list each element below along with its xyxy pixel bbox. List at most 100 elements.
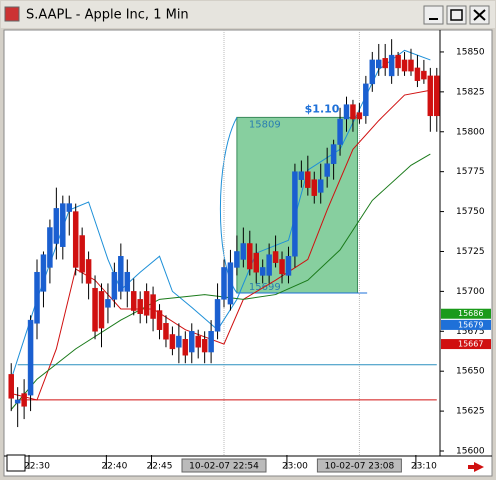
candle-body bbox=[14, 399, 21, 404]
candle-body bbox=[401, 59, 408, 72]
candle-body bbox=[111, 271, 118, 300]
price-badge-label: 15686 bbox=[458, 309, 483, 318]
candle-body bbox=[427, 75, 434, 117]
candle-body bbox=[388, 54, 395, 77]
candle-body bbox=[408, 59, 414, 72]
candle-body bbox=[285, 256, 292, 276]
average-line bbox=[10, 153, 431, 410]
candle-body bbox=[279, 259, 285, 275]
minimize-button[interactable] bbox=[423, 5, 444, 25]
candle-body bbox=[92, 287, 98, 332]
price-badge bbox=[441, 308, 491, 319]
candle-body bbox=[176, 335, 182, 348]
candle-body bbox=[317, 179, 324, 193]
candle-body bbox=[40, 254, 47, 292]
candle-body bbox=[34, 271, 40, 324]
x-tick-label: 10-02-07 22:54 bbox=[189, 462, 259, 472]
candle-body bbox=[105, 299, 111, 308]
candle-body bbox=[130, 291, 137, 311]
candle-body bbox=[240, 243, 247, 260]
price-badge-label: 15679 bbox=[458, 320, 483, 329]
candle-body bbox=[85, 259, 92, 284]
candle-body bbox=[247, 243, 253, 270]
x-tick-label: 23:10 bbox=[411, 462, 437, 472]
measure-label: $1.10 bbox=[305, 102, 340, 115]
candle-body bbox=[137, 299, 143, 314]
candle-body bbox=[189, 331, 195, 353]
candle-body bbox=[150, 294, 156, 319]
candle-body bbox=[298, 171, 305, 180]
candle-body bbox=[143, 291, 150, 316]
candle-body bbox=[330, 144, 337, 164]
window-title: S.AAPL - Apple Inc, 1 Min bbox=[26, 8, 189, 23]
candle-body bbox=[324, 163, 330, 177]
candle-body bbox=[182, 339, 189, 356]
candle-body bbox=[305, 171, 311, 188]
x-tick-label: 10-02-07 23:08 bbox=[325, 462, 395, 472]
y-tick-label: 15775 bbox=[456, 167, 485, 177]
candle-body bbox=[414, 67, 421, 81]
y-tick-label: 15675 bbox=[456, 327, 485, 337]
candle-body bbox=[72, 211, 79, 268]
candle-body bbox=[195, 335, 201, 348]
scroll-arrow[interactable] bbox=[468, 462, 484, 472]
cursor-label-box bbox=[181, 458, 267, 473]
candle-body bbox=[266, 254, 272, 276]
y-tick-label: 15850 bbox=[456, 47, 485, 57]
candle-body bbox=[395, 54, 401, 69]
candle-body bbox=[311, 179, 318, 196]
candle-body bbox=[272, 251, 279, 263]
candle-body bbox=[337, 118, 343, 145]
y-tick-label: 15825 bbox=[456, 87, 485, 97]
measure-bottom-label: 15699 bbox=[249, 282, 281, 293]
y-tick-label: 15625 bbox=[456, 407, 485, 417]
price-badge bbox=[441, 339, 491, 350]
candle-body bbox=[66, 203, 73, 212]
candle-body bbox=[47, 227, 53, 268]
close-icon bbox=[473, 9, 486, 21]
cursor-label-box bbox=[316, 458, 402, 473]
candle-body bbox=[118, 256, 124, 292]
x-tick-label: 22:30 bbox=[24, 462, 50, 472]
window-buttons[interactable] bbox=[423, 5, 490, 25]
candle-body bbox=[214, 299, 221, 332]
candle-body bbox=[421, 70, 427, 80]
candle-body bbox=[169, 334, 176, 350]
average-line bbox=[10, 49, 431, 380]
average-line bbox=[11, 89, 431, 401]
candle-body bbox=[375, 59, 382, 69]
x-tick-label: 22:45 bbox=[147, 462, 173, 472]
window-icon bbox=[4, 6, 20, 22]
measure-top-label: 15809 bbox=[249, 119, 281, 130]
x-tick-label: 23:00 bbox=[282, 462, 308, 472]
y-tick-label: 15725 bbox=[456, 247, 485, 257]
candle-body bbox=[60, 203, 66, 247]
corner-box[interactable] bbox=[6, 454, 26, 472]
candle-body bbox=[343, 104, 350, 120]
x-tick-label: 22:40 bbox=[101, 462, 127, 472]
candle-body bbox=[350, 104, 356, 120]
candle-body bbox=[234, 251, 240, 268]
candle-body bbox=[356, 112, 363, 120]
candle-body bbox=[79, 235, 85, 273]
candle-body bbox=[382, 58, 388, 69]
candle-body bbox=[201, 339, 208, 353]
candle-body bbox=[227, 262, 234, 305]
price-badge-label: 15667 bbox=[458, 340, 483, 349]
maximize-icon bbox=[450, 9, 463, 21]
y-tick-label: 15600 bbox=[456, 447, 485, 457]
candle-body bbox=[369, 59, 376, 85]
candle-body bbox=[208, 331, 214, 353]
candle-body bbox=[53, 208, 60, 244]
candle-body bbox=[259, 267, 266, 276]
candle-body bbox=[8, 374, 14, 399]
y-tick-label: 15800 bbox=[456, 127, 485, 137]
maximize-button[interactable] bbox=[446, 5, 467, 25]
candle-body bbox=[221, 267, 227, 300]
candle-body bbox=[98, 291, 105, 329]
candle-body bbox=[27, 319, 34, 396]
price-badge bbox=[441, 319, 491, 330]
candle-body bbox=[163, 323, 169, 340]
y-tick-label: 15650 bbox=[456, 367, 485, 377]
